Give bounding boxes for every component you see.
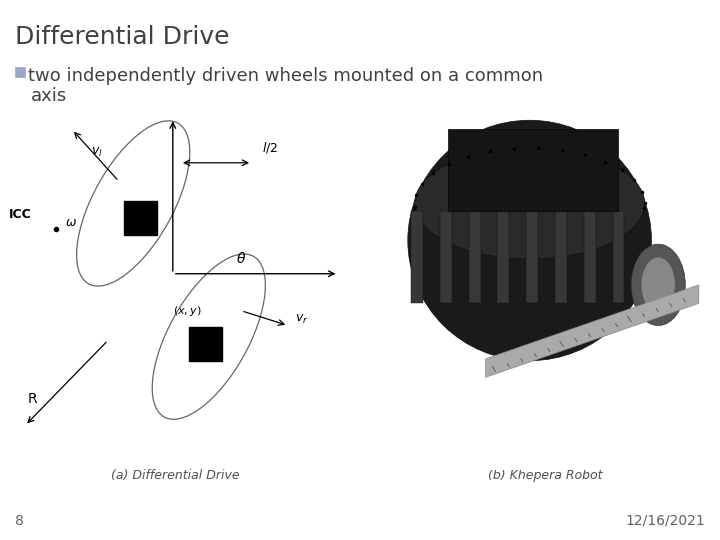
Text: $v_r$: $v_r$	[295, 313, 309, 326]
Polygon shape	[124, 201, 157, 235]
Text: two independently driven wheels mounted on a common: two independently driven wheels mounted …	[28, 67, 543, 85]
Text: (b) Khepera Robot: (b) Khepera Robot	[487, 469, 602, 482]
Bar	[555, 211, 567, 303]
Text: $v_l$: $v_l$	[91, 146, 103, 159]
Text: $l/2$: $l/2$	[262, 140, 278, 155]
Ellipse shape	[642, 257, 675, 313]
Bar	[411, 211, 423, 303]
Text: (a) Differential Drive: (a) Differential Drive	[111, 469, 239, 482]
Polygon shape	[189, 327, 222, 361]
Text: ICC: ICC	[9, 208, 32, 221]
Polygon shape	[485, 285, 699, 377]
Bar	[449, 130, 618, 211]
Text: $\theta$: $\theta$	[236, 251, 246, 266]
Bar	[584, 211, 595, 303]
Ellipse shape	[631, 244, 685, 326]
Text: 8: 8	[15, 514, 24, 528]
Ellipse shape	[76, 121, 190, 286]
Bar	[498, 211, 509, 303]
Bar	[526, 211, 538, 303]
Text: Differential Drive: Differential Drive	[15, 25, 230, 49]
Bar	[15, 67, 25, 77]
Text: axis: axis	[31, 87, 67, 105]
Bar	[613, 211, 624, 303]
Bar	[469, 211, 480, 303]
Bar	[440, 211, 452, 303]
Ellipse shape	[415, 148, 644, 259]
Text: $(x,y)$: $(x,y)$	[173, 305, 202, 319]
Ellipse shape	[152, 254, 266, 419]
Text: 12/16/2021: 12/16/2021	[625, 514, 705, 528]
Text: R: R	[27, 392, 37, 406]
Text: $\omega$: $\omega$	[65, 215, 77, 228]
Ellipse shape	[408, 120, 652, 361]
